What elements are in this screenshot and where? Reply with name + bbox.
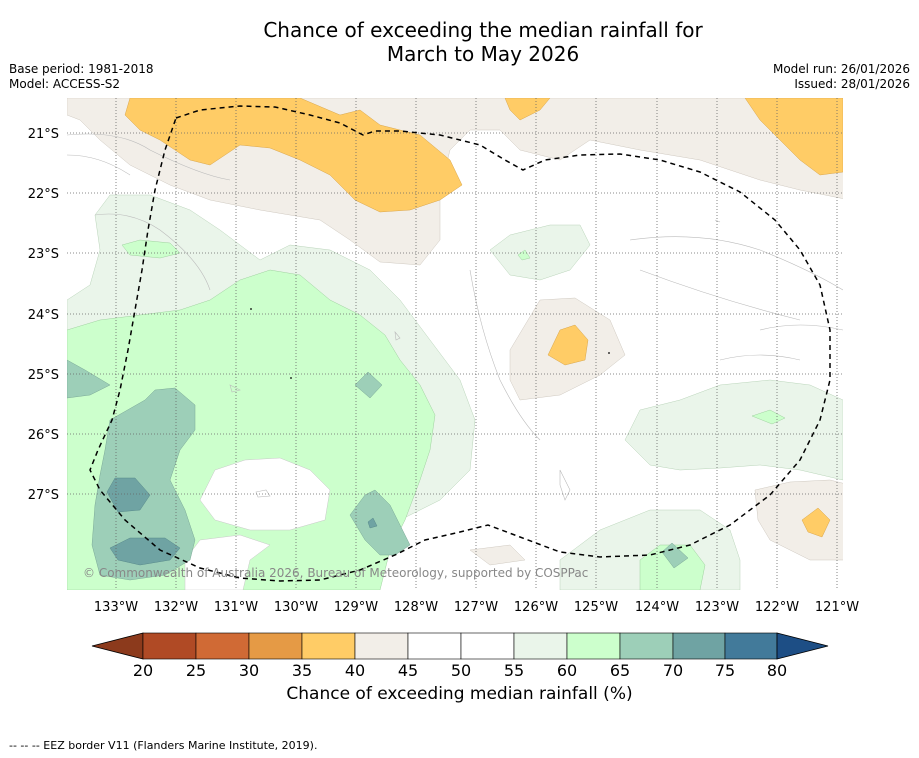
lon-tick-131w: 131°W <box>214 600 258 615</box>
lon-tick-132w: 132°W <box>154 600 198 615</box>
colorbar-tick-65: 65 <box>610 661 630 680</box>
colorbar-tick-55: 55 <box>504 661 524 680</box>
colorbar-band-25-30 <box>195 632 250 660</box>
lat-tick-21s: 21°S <box>28 127 59 142</box>
eez-border <box>89 105 831 582</box>
lat-tick-26s: 26°S <box>28 428 59 443</box>
title-line-2: March to May 2026 <box>386 42 580 66</box>
copyright-text: © Commonwealth of Australia 2026, Bureau… <box>83 566 588 580</box>
meta-left: Base period: 1981-2018 Model: ACCESS-S2 <box>9 62 154 92</box>
colorbar-tick-labels: 20 25 30 35 40 45 50 55 60 65 70 75 80 <box>133 661 787 680</box>
colorbar-tick-80: 80 <box>767 661 787 680</box>
lat-tick-27s: 27°S <box>28 488 59 503</box>
lon-tick-labels: 133°W 132°W 131°W 130°W 129°W 128°W 127°… <box>94 600 859 615</box>
colorbar-band-20-25 <box>142 632 197 660</box>
colorbar-band-70-75 <box>672 632 726 660</box>
colorbar-under-arrow <box>91 632 144 660</box>
colorbar-band-30-35 <box>248 632 303 660</box>
lon-tick-122w: 122°W <box>755 600 799 615</box>
map-specks <box>250 308 610 379</box>
lon-tick-126w: 126°W <box>514 600 558 615</box>
colorbar-tick-45: 45 <box>398 661 418 680</box>
contour-70-75 <box>106 477 378 566</box>
model-name: Model: ACCESS-S2 <box>9 77 121 91</box>
base-period: Base period: 1981-2018 <box>9 62 154 76</box>
lon-tick-124w: 124°W <box>635 600 679 615</box>
colorbar-tick-60: 60 <box>557 661 577 680</box>
colorbar-band-75-80 <box>724 632 778 660</box>
colorbar <box>91 632 829 660</box>
map-plot-area: © Commonwealth of Australia 2026, Bureau… <box>67 98 843 590</box>
colorbar-tick-50: 50 <box>451 661 471 680</box>
colorbar-tick-30: 30 <box>239 661 259 680</box>
lat-tick-22s: 22°S <box>28 187 59 202</box>
contour-35-40 <box>124 98 843 590</box>
lon-tick-128w: 128°W <box>394 600 438 615</box>
issued-date: Issued: 28/01/2026 <box>794 77 910 91</box>
colorbar-band-55-60 <box>513 632 568 660</box>
lon-tick-121w: 121°W <box>815 600 859 615</box>
lat-tick-labels: 21°S 22°S 23°S 24°S 25°S 26°S 27°S <box>28 127 59 503</box>
contour-lines <box>67 133 843 501</box>
map-title: Chance of exceeding the median rainfall … <box>0 18 919 66</box>
colorbar-tick-70: 70 <box>663 661 683 680</box>
lon-tick-125w: 125°W <box>574 600 618 615</box>
colorbar-band-60-65 <box>566 632 621 660</box>
colorbar-tick-35: 35 <box>292 661 312 680</box>
lon-tick-127w: 127°W <box>454 600 498 615</box>
lon-tick-133w: 133°W <box>94 600 138 615</box>
colorbar-band-40-45 <box>354 632 409 660</box>
colorbar-tick-40: 40 <box>345 661 365 680</box>
colorbar-tick-75: 75 <box>715 661 735 680</box>
colorbar-label: Chance of exceeding median rainfall (%) <box>286 684 633 704</box>
meta-right: Model run: 26/01/2026 Issued: 28/01/2026 <box>773 62 910 92</box>
colorbar-tick-20: 20 <box>133 661 153 680</box>
title-line-1: Chance of exceeding the median rainfall … <box>263 18 703 42</box>
colorbar-band-50-55 <box>460 632 515 660</box>
colorbar-band-45-50 <box>407 632 462 660</box>
colorbar-tick-25: 25 <box>186 661 206 680</box>
contour-65-70 <box>67 359 689 581</box>
lon-tick-123w: 123°W <box>695 600 739 615</box>
lon-tick-129w: 129°W <box>334 600 378 615</box>
lat-tick-25s: 25°S <box>28 368 59 383</box>
colorbar-band-35-40 <box>301 632 356 660</box>
lon-tick-130w: 130°W <box>274 600 318 615</box>
lat-tick-24s: 24°S <box>28 308 59 323</box>
footer-eez-note: -- -- -- EEZ border V11 (Flanders Marine… <box>9 739 318 752</box>
colorbar-over-arrow <box>776 632 829 660</box>
model-run: Model run: 26/01/2026 <box>772 62 910 76</box>
colorbar-band-65-70 <box>619 632 674 660</box>
lat-tick-23s: 23°S <box>28 247 59 262</box>
